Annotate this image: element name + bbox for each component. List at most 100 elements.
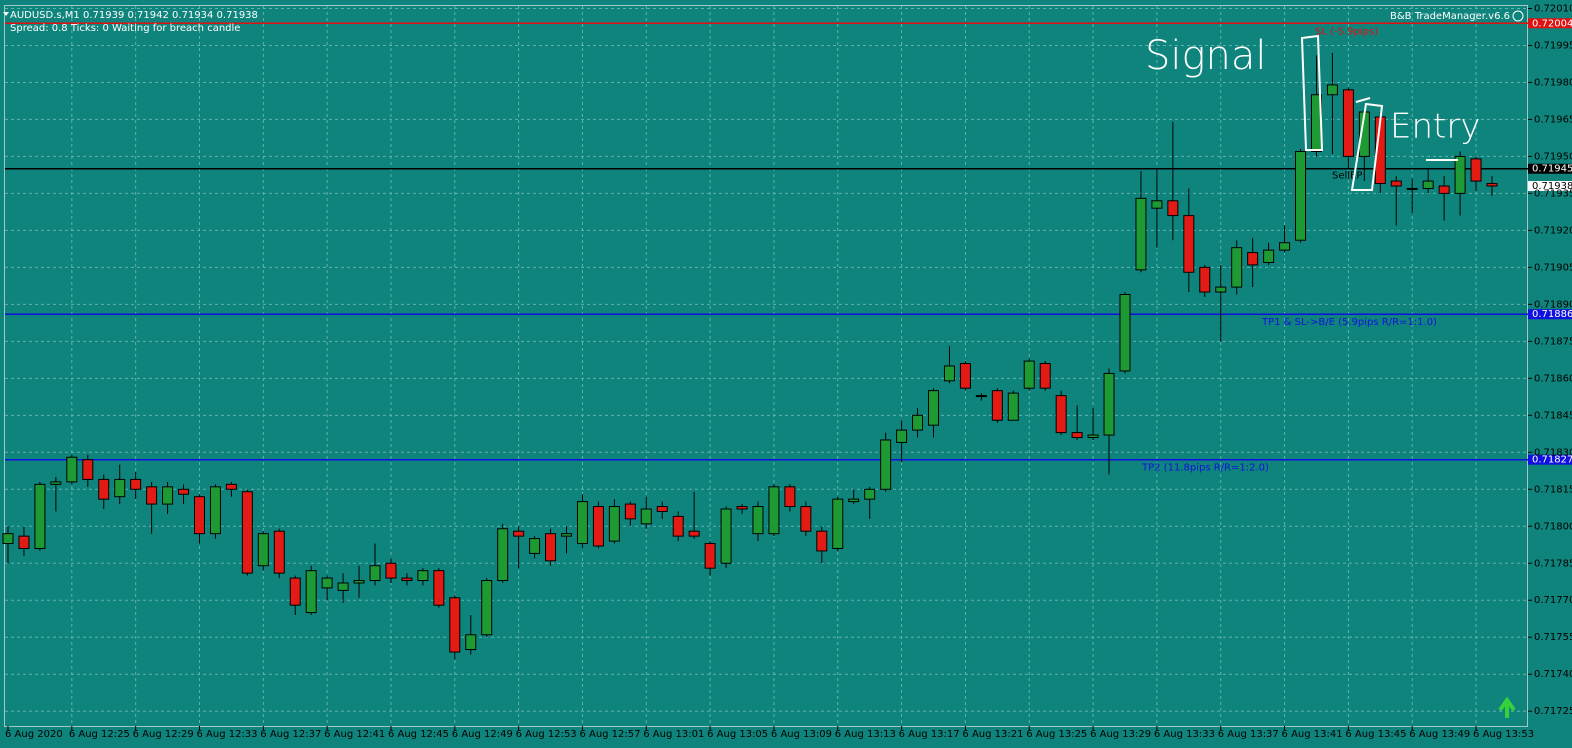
candle-body [1422,180,1434,189]
y-tick-label: 0.71980 [1534,77,1572,88]
candle-body [1263,249,1275,263]
y-tick-label: 0.71740 [1534,669,1572,680]
y-tick-label: 0.72010 [1534,3,1572,14]
x-tick-label: 6 Aug 13:41 [1282,729,1343,740]
candle-body [704,543,716,569]
x-tick-label: 6 Aug 12:53 [516,729,577,740]
candle-body [2,533,14,545]
y-tick-label: 0.71965 [1534,114,1572,125]
x-tick-label: 6 Aug 13:49 [1409,729,1470,740]
candle-body [193,496,205,535]
candle-body [592,506,604,547]
price-tag-label: 0.72004 [1532,18,1572,29]
candle-body [1039,363,1051,389]
y-tick-label: 0.71890 [1534,299,1572,310]
candle-body [209,486,221,535]
candle-body [928,390,940,426]
x-tick-label: 6 Aug 13:37 [1218,729,1279,740]
candle-body [1199,266,1211,293]
candle-body [943,365,955,382]
price-tag [1528,454,1572,465]
candle-body [417,570,429,582]
y-tick-label: 0.71725 [1534,706,1572,717]
candle-body [959,363,971,389]
candle-body [178,488,190,495]
candle-body [241,491,253,574]
x-tick-label: 6 Aug 13:21 [962,729,1023,740]
candle-body [162,486,174,505]
candle-body [1087,434,1099,439]
price-tag-label: 0.71945 [1532,164,1572,175]
y-tick-label: 0.71785 [1534,558,1572,569]
candle-body [1454,155,1466,194]
x-tick-label: 6 Aug 12:45 [388,729,449,740]
candle-body [98,478,110,500]
candle-body [1342,89,1354,157]
annotation-entry: Entry [1390,107,1480,147]
y-tick-label: 0.71800 [1534,521,1572,532]
candle-body [257,533,269,567]
x-tick-label: 6 Aug 13:01 [643,729,704,740]
candle-body [273,530,285,574]
candle-body [991,390,1003,421]
candle-body [880,439,892,490]
candle-body [513,530,525,537]
candle-body [864,488,876,500]
candle-body [225,483,237,490]
candle-body [465,634,477,651]
candle-body [1231,247,1243,288]
entry-box [1350,97,1384,191]
x-tick-label: 6 Aug 13:53 [1473,729,1534,740]
candle-body [289,577,301,606]
candle-body [832,498,844,549]
y-tick-label: 0.71845 [1534,410,1572,421]
x-tick-label: 6 Aug 12:29 [133,729,194,740]
candle-body [816,530,828,552]
candle-body [369,565,381,582]
x-tick-label: 6 Aug 12:57 [579,729,640,740]
y-tick-label: 0.71875 [1534,336,1572,347]
candle-body [449,597,461,653]
y-tick-label: 0.71815 [1534,484,1572,495]
plot-frame [4,5,1528,727]
candle-body [1326,84,1338,96]
x-tick-label: 6 Aug 13:05 [707,729,768,740]
candle-body [1470,158,1482,182]
candle-body [481,580,493,636]
candle-body [114,478,126,498]
level-text: TP1 & SL->B/E (5.9pips R/R=1:1.0) [1261,317,1437,328]
levels: SL (-5.9pips) 0.72004 SellEP 0.71945 TP1 & S… [5,18,1572,474]
candle-body [305,570,317,614]
price-tag [1528,18,1572,29]
y-tick-label: 0.71950 [1534,151,1572,162]
candle-body [1295,150,1307,241]
symbol-line: AUDUSD.s,M1 0.71939 0.71942 0.71934 0.71… [10,10,258,21]
candle-body [433,570,445,606]
candle-body [529,538,541,554]
candle-body [848,498,860,503]
x-tick-label: 6 Aug 13:17 [899,729,960,740]
y-tick-label: 0.71770 [1534,595,1572,606]
candle-body [82,459,94,480]
candle-body [656,506,668,512]
candle-body [896,429,908,443]
x-tick-label: 6 Aug 12:49 [452,729,513,740]
x-tick-label: 6 Aug 13:13 [835,729,896,740]
candle-body [1215,286,1227,293]
candle-body [912,414,924,431]
y-tick-label: 0.71995 [1534,40,1572,51]
candle-body [497,528,509,582]
x-tick-label: 6 Aug 12:37 [260,729,321,740]
candle-body [720,508,732,564]
candle-body [1279,242,1291,251]
x-tick-label: 6 Aug 12:25 [69,729,130,740]
up-arrow-icon [1498,696,1516,718]
candle-body [608,506,620,542]
candle-body [975,395,987,398]
candle-body [1023,360,1035,389]
candle-body [1151,200,1163,209]
status-line: Spread: 0.8 Ticks: 0 Waiting for breach … [10,23,240,34]
candle-body [545,533,557,562]
level-text: SL (-5.9pips) [1315,26,1378,37]
